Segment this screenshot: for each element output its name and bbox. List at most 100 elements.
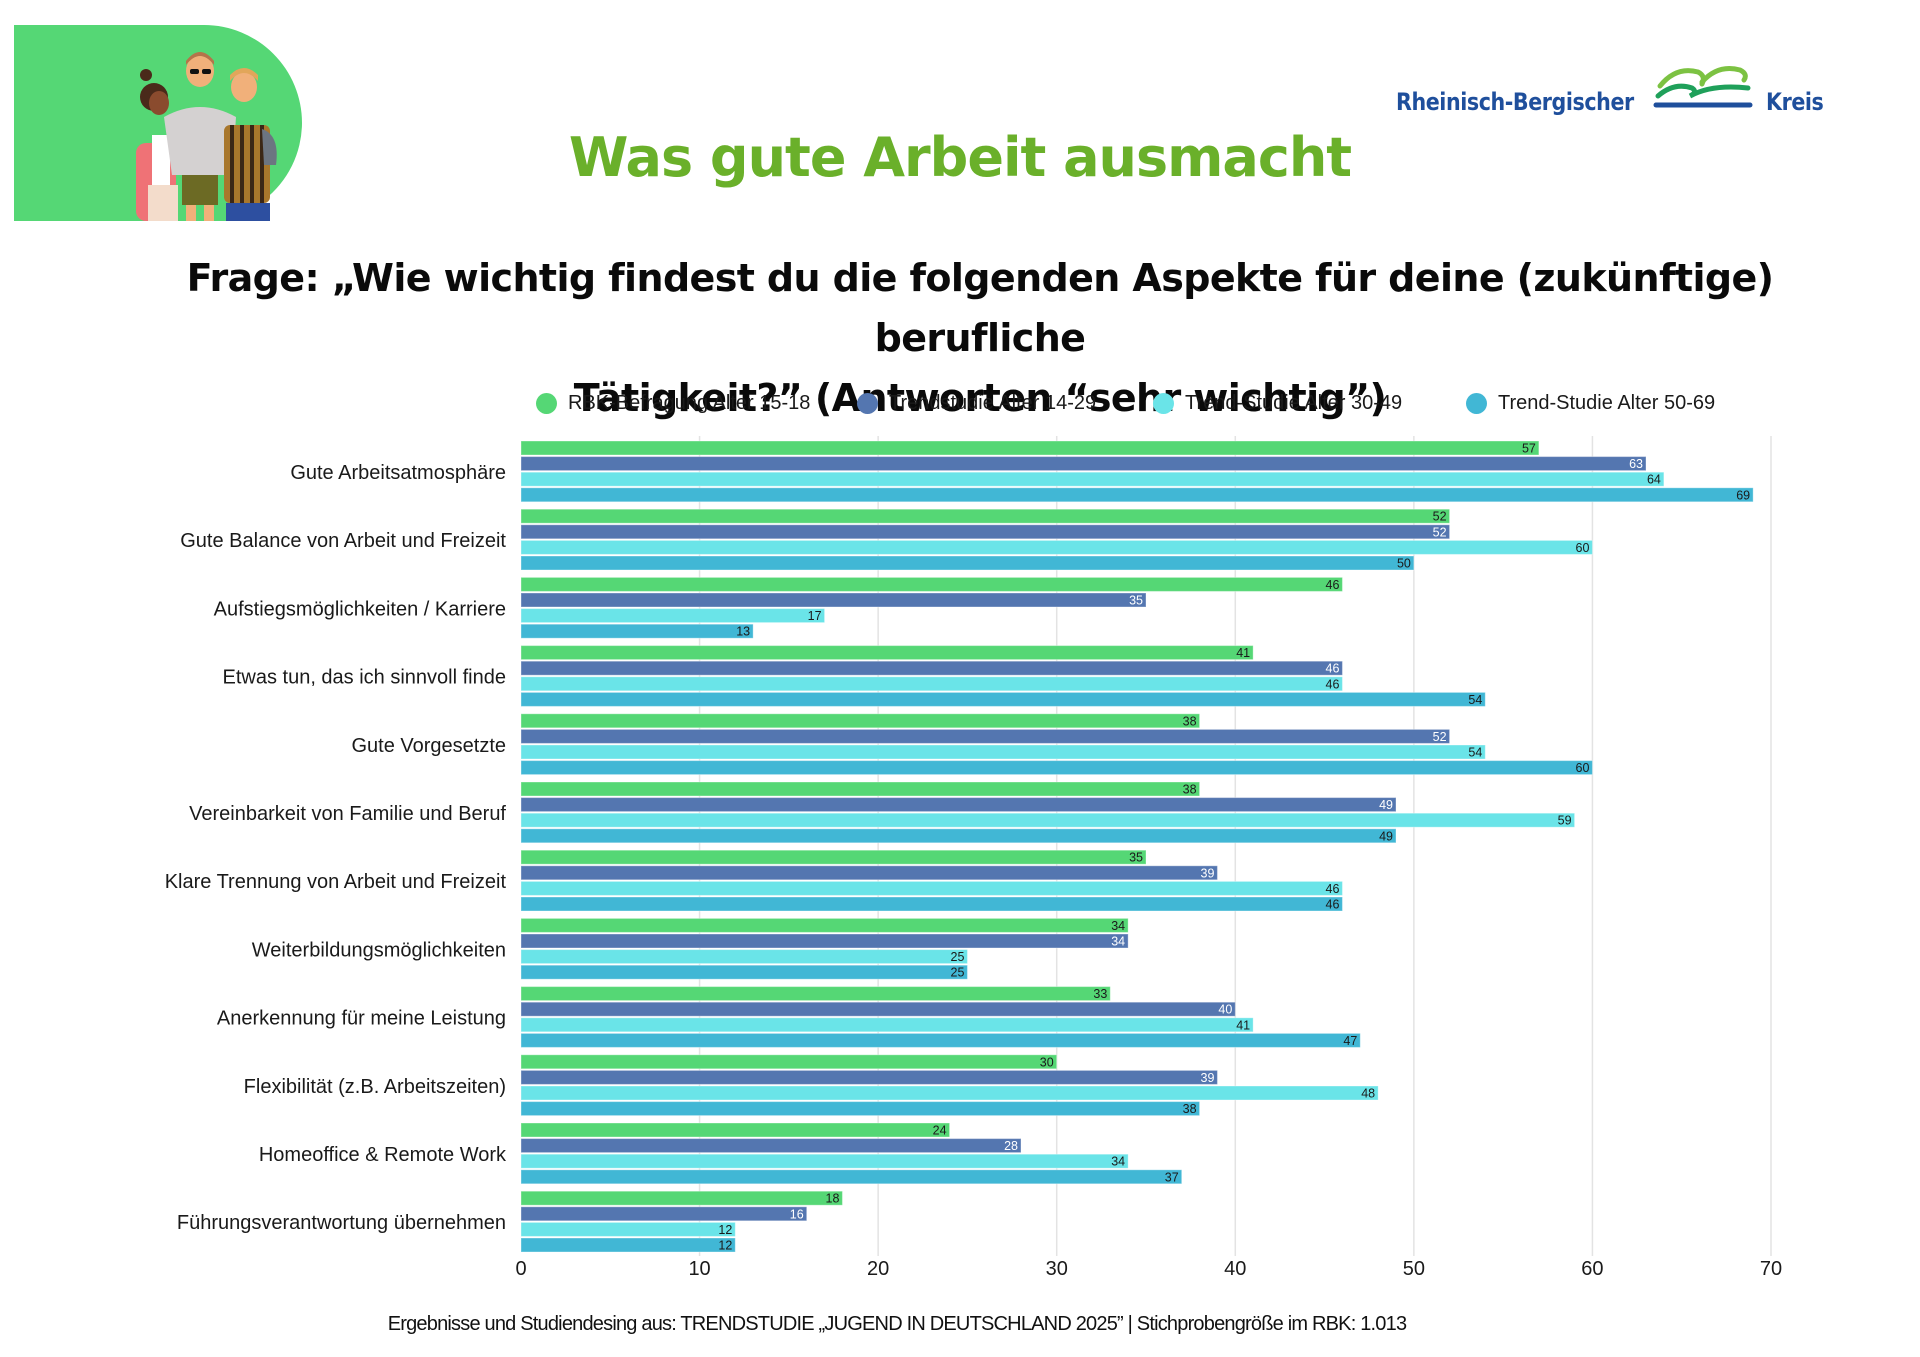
question-subtitle: Frage: „Wie wichtig findest du die folge… [90,248,1870,428]
bar[interactable] [520,1069,1218,1085]
bar[interactable] [520,1153,1129,1169]
legend-dot-icon [857,392,878,414]
bar-value-label: 12 [718,1239,732,1253]
bar[interactable] [520,917,1129,933]
source-note-text: Ergebnisse und Studiendesing aus: TRENDS… [387,1313,1407,1335]
bar-group: 24 28 34 37 [520,1122,1183,1185]
bar-value-label: 46 [1326,882,1340,896]
bar-value-label: 46 [1326,662,1340,676]
bar[interactable] [520,744,1486,760]
bar[interactable] [520,1001,1236,1017]
bar-value-label: 37 [1165,1170,1179,1184]
bar-value-label: 16 [790,1207,804,1221]
bar-group: 18 16 12 12 [520,1190,843,1253]
x-tick-label: 0 [515,1258,526,1280]
bar[interactable] [520,524,1451,540]
bar-value-label: 63 [1629,457,1643,471]
bar-value-label: 33 [1093,987,1107,1001]
bar[interactable] [520,933,1129,949]
bar-value-label: 34 [1111,935,1125,949]
bar[interactable] [520,576,1343,592]
bar-value-label: 49 [1379,798,1393,812]
category-label: Weiterbildungsmöglichkeiten [252,939,506,961]
bar-value-label: 38 [1183,783,1197,797]
legend-label: Trend-Studie Alter 50-69 [1498,391,1716,414]
x-axis-ticks: 0 10 20 30 40 50 60 70 [515,1258,1782,1280]
bar[interactable] [520,608,826,624]
bar[interactable] [520,896,1343,912]
bar[interactable] [520,691,1486,707]
bar[interactable] [520,440,1540,456]
bar[interactable] [520,781,1201,797]
bar[interactable] [520,865,1218,881]
group-of-friends-illustration-icon [14,25,302,221]
bar[interactable] [520,1101,1201,1117]
legend-item-trend-50-69[interactable]: Trend-Studie Alter 50-69 [1466,390,1715,416]
category-label: Etwas tun, das ich sinnvoll finde [223,667,507,689]
bar[interactable] [520,713,1201,729]
bar[interactable] [520,1017,1254,1033]
bar[interactable] [520,812,1576,828]
legend-item-trend-14-29[interactable]: Trendstudie Alter 14-29 [857,390,1096,416]
bar[interactable] [520,1138,1022,1154]
bar-value-label: 69 [1736,488,1750,502]
category-labels: Gute Arbeitsatmosphäre Gute Balance von A… [165,462,507,1234]
bar[interactable] [520,471,1665,487]
bar[interactable] [520,1206,808,1222]
bar-value-label: 54 [1468,746,1482,760]
bar[interactable] [520,1190,843,1206]
bar[interactable] [520,949,968,965]
category-label: Vereinbarkeit von Familie und Beruf [189,803,506,825]
bar[interactable] [520,1122,951,1138]
x-tick-label: 70 [1760,1258,1782,1280]
bar-value-label: 60 [1576,541,1590,555]
bar[interactable] [520,986,1111,1002]
bar[interactable] [520,1237,736,1253]
bar[interactable] [520,1032,1361,1048]
bar[interactable] [520,760,1593,776]
bar[interactable] [520,849,1147,865]
bar-value-label: 46 [1326,578,1340,592]
bar[interactable] [520,797,1397,813]
bar-value-label: 34 [1111,919,1125,933]
bar[interactable] [520,623,754,639]
bar-value-label: 57 [1522,442,1536,456]
bar[interactable] [520,964,968,980]
bar-value-label: 52 [1433,730,1447,744]
bar[interactable] [520,676,1343,692]
bar-group: 35 39 46 46 [520,849,1343,912]
bar[interactable] [520,592,1147,608]
bar-value-label: 46 [1326,677,1340,691]
bar[interactable] [520,555,1415,571]
category-label: Gute Vorgesetzte [351,735,506,757]
bar[interactable] [520,728,1451,744]
legend-item-trend-30-49[interactable]: Trend-Studie Alter 30-49 [1153,390,1402,416]
bar-value-label: 41 [1236,646,1250,660]
page-title: Was gute Arbeit ausmacht [568,126,1352,189]
chart-legend: RBK-Befragung Alter 15-18 Trendstudie Al… [0,390,1920,416]
bar-group: 46 35 17 13 [520,576,1343,639]
bar[interactable] [520,1221,736,1237]
bar[interactable] [520,645,1254,661]
bar-group: 38 49 59 49 [520,781,1576,844]
bar[interactable] [520,828,1397,844]
legend-dot-icon [1153,392,1174,414]
bar[interactable] [520,1169,1183,1185]
bar-value-label: 38 [1183,714,1197,728]
question-line-1: Frage: „Wie wichtig findest du die folge… [186,256,1774,360]
bar[interactable] [520,1085,1379,1101]
bar-value-label: 35 [1129,594,1143,608]
bar[interactable] [520,539,1593,555]
bar-value-label: 39 [1201,1071,1215,1085]
bar-value-label: 41 [1236,1018,1250,1032]
bar-value-label: 35 [1129,851,1143,865]
hills-river-emblem-icon [1653,66,1753,108]
legend-item-rbk-15-18[interactable]: RBK-Befragung Alter 15-18 [536,390,810,416]
category-label: Anerkennung für meine Leistung [217,1008,506,1030]
bar[interactable] [520,880,1343,896]
bar[interactable] [520,456,1647,472]
bar[interactable] [520,508,1451,524]
bar[interactable] [520,1054,1058,1070]
bar[interactable] [520,660,1343,676]
bar[interactable] [520,487,1754,503]
